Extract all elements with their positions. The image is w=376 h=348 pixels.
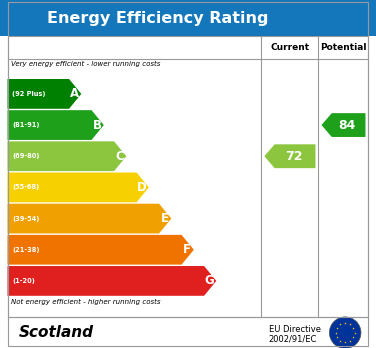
Text: Current: Current bbox=[270, 43, 309, 52]
Bar bbox=[0, 0, 376, 36]
Polygon shape bbox=[321, 113, 365, 137]
Polygon shape bbox=[264, 144, 315, 168]
Text: 72: 72 bbox=[285, 150, 302, 163]
Text: (81-91): (81-91) bbox=[12, 122, 39, 128]
Ellipse shape bbox=[329, 317, 361, 348]
Text: (39-54): (39-54) bbox=[12, 215, 39, 222]
Polygon shape bbox=[8, 79, 81, 109]
Text: (69-80): (69-80) bbox=[12, 153, 39, 159]
Text: G: G bbox=[205, 275, 214, 287]
Text: Scotland: Scotland bbox=[19, 325, 94, 340]
Polygon shape bbox=[8, 204, 171, 234]
Polygon shape bbox=[8, 266, 216, 296]
Text: F: F bbox=[183, 243, 191, 256]
Text: A: A bbox=[70, 87, 79, 100]
Text: Potential: Potential bbox=[320, 43, 367, 52]
Text: Not energy efficient - higher running costs: Not energy efficient - higher running co… bbox=[11, 299, 161, 305]
Polygon shape bbox=[8, 235, 194, 264]
Polygon shape bbox=[8, 173, 149, 202]
Text: E: E bbox=[161, 212, 168, 225]
Polygon shape bbox=[8, 110, 104, 140]
Text: Energy Efficiency Rating: Energy Efficiency Rating bbox=[47, 10, 269, 26]
Text: Very energy efficient - lower running costs: Very energy efficient - lower running co… bbox=[11, 61, 161, 67]
Text: 84: 84 bbox=[338, 119, 356, 132]
Text: (21-38): (21-38) bbox=[12, 247, 39, 253]
Text: 2002/91/EC: 2002/91/EC bbox=[269, 334, 317, 343]
Text: C: C bbox=[115, 150, 124, 163]
Text: EU Directive: EU Directive bbox=[269, 325, 321, 333]
Text: B: B bbox=[92, 119, 102, 132]
Bar bbox=[8, 36, 368, 317]
Polygon shape bbox=[8, 141, 126, 171]
Text: (1-20): (1-20) bbox=[12, 278, 35, 284]
Text: (92 Plus): (92 Plus) bbox=[12, 91, 45, 97]
Text: (55-68): (55-68) bbox=[12, 184, 39, 190]
Text: D: D bbox=[137, 181, 147, 194]
